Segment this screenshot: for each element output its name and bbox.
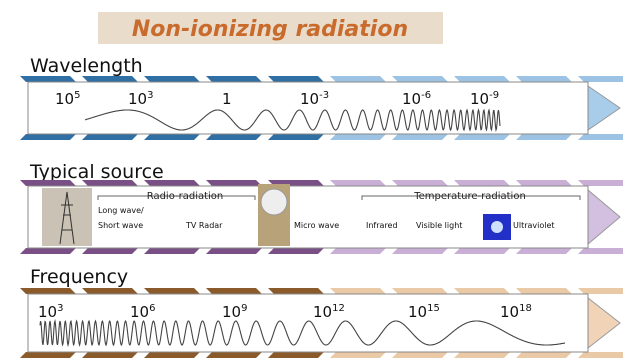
tab: [206, 248, 262, 254]
tab: [578, 288, 623, 294]
tab: [454, 76, 510, 82]
tab: [516, 248, 572, 254]
scale-exponent: 9: [241, 303, 247, 314]
tab: [392, 134, 448, 140]
source-item: Visible light: [416, 221, 462, 230]
scale-exponent: 15: [427, 303, 440, 314]
tab: [392, 76, 448, 82]
tab: [144, 180, 200, 186]
source-item: Infrared: [366, 221, 398, 230]
tab: [330, 288, 386, 294]
scale-exponent: 18: [519, 303, 532, 314]
tab: [330, 180, 386, 186]
source-item: Micro wave: [294, 221, 339, 230]
tab: [516, 76, 572, 82]
source-label: Typical source: [29, 161, 164, 183]
scale-base: 10: [300, 90, 319, 108]
tab: [392, 248, 448, 254]
tab: [578, 76, 623, 82]
scale-base: 10: [470, 90, 489, 108]
tab: [268, 288, 324, 294]
tab: [330, 134, 386, 140]
diagram: Non-ionizing radiation Wavelength Typica…: [0, 0, 623, 360]
tower-image: [42, 188, 92, 246]
tab: [82, 248, 138, 254]
scale-base: 10: [38, 303, 57, 321]
source-item: Long wave/: [98, 206, 144, 215]
tab: [206, 134, 262, 140]
tab: [206, 76, 262, 82]
tab: [454, 180, 510, 186]
group-label: Temperature-radiation: [413, 191, 526, 202]
scale-exponent: 6: [149, 303, 155, 314]
tab: [268, 76, 324, 82]
scale-base: 10: [500, 303, 519, 321]
tab: [578, 180, 623, 186]
tab: [20, 134, 76, 140]
tab: [20, 180, 76, 186]
tab: [268, 248, 324, 254]
tab: [144, 76, 200, 82]
scale-exponent: -3: [319, 90, 329, 101]
scale-exponent: -6: [421, 90, 431, 101]
scale-exponent: -9: [489, 90, 499, 101]
tab: [82, 180, 138, 186]
tab: [454, 288, 510, 294]
tab: [392, 288, 448, 294]
tab: [454, 134, 510, 140]
tab: [268, 352, 324, 358]
tab: [206, 352, 262, 358]
scale-exponent: 12: [332, 303, 345, 314]
uv-light: [491, 221, 503, 233]
source-item: TV Radar: [185, 221, 223, 230]
scale-base: 10: [408, 303, 427, 321]
tab: [578, 134, 623, 140]
tab: [392, 180, 448, 186]
tab: [454, 352, 510, 358]
scale-base: 10: [402, 90, 421, 108]
tab: [578, 352, 623, 358]
tab: [144, 134, 200, 140]
source-item: Ultraviolet: [513, 221, 555, 230]
tab: [330, 248, 386, 254]
tab: [206, 288, 262, 294]
tab: [516, 352, 572, 358]
source-item: Short wave: [98, 221, 143, 230]
tab: [206, 180, 262, 186]
tab: [82, 134, 138, 140]
scale-base: 10: [313, 303, 332, 321]
tab: [82, 76, 138, 82]
scale-base: 10: [55, 90, 74, 108]
tab: [20, 76, 76, 82]
scale-base: 10: [130, 303, 149, 321]
title: Non-ionizing radiation: [132, 17, 408, 42]
tab: [330, 76, 386, 82]
group-label: Radio-radiation: [147, 191, 224, 202]
radar-dome: [261, 189, 287, 215]
scale-exponent: 5: [74, 90, 80, 101]
tab: [578, 248, 623, 254]
scale-exponent: 3: [147, 90, 153, 101]
tab: [20, 248, 76, 254]
tab: [516, 180, 572, 186]
scale-label: 1: [222, 90, 232, 108]
scale-exponent: 3: [57, 303, 63, 314]
tab: [454, 248, 510, 254]
tab: [330, 352, 386, 358]
tab: [20, 288, 76, 294]
tab: [392, 352, 448, 358]
scale-base: 10: [128, 90, 147, 108]
tab: [82, 352, 138, 358]
tab: [144, 288, 200, 294]
tab: [144, 248, 200, 254]
scale-base: 10: [222, 303, 241, 321]
tab: [144, 352, 200, 358]
tab: [268, 134, 324, 140]
wavelength-label: Wavelength: [30, 55, 143, 77]
tab: [516, 288, 572, 294]
tab: [516, 134, 572, 140]
frequency-label: Frequency: [30, 266, 128, 288]
tab: [20, 352, 76, 358]
tab: [82, 288, 138, 294]
